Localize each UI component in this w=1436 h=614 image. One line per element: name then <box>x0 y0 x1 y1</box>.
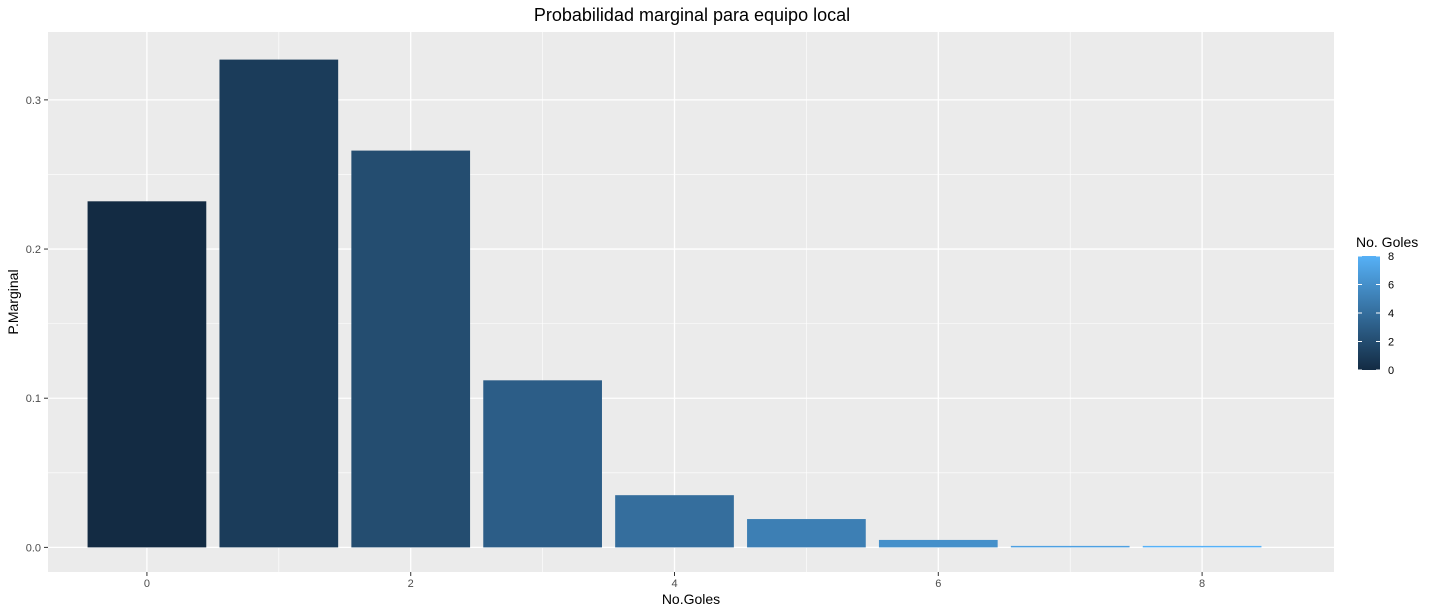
legend-tick-label: 2 <box>1388 337 1394 349</box>
y-tick-label: 0.0 <box>26 542 41 554</box>
x-axis-ticks: 0 2 4 6 8 <box>144 572 1205 590</box>
legend-tick-label: 6 <box>1388 280 1394 292</box>
bar-goles-3 <box>483 380 602 548</box>
bar-goles-0 <box>87 201 207 548</box>
legend-colorbar <box>1358 256 1380 370</box>
x-axis-title: No.Goles <box>662 591 720 607</box>
x-tick-label: 8 <box>1199 578 1205 590</box>
x-tick-label: 4 <box>671 578 677 590</box>
bar-goles-5 <box>747 519 866 548</box>
y-axis-ticks: 0.0 0.1 0.2 0.3 <box>26 95 48 554</box>
x-tick-label: 0 <box>144 578 150 590</box>
y-tick-label: 0.1 <box>26 393 41 405</box>
y-tick-label: 0.2 <box>26 244 41 256</box>
x-tick-label: 2 <box>408 578 414 590</box>
bar-goles-2 <box>351 150 471 548</box>
legend-title: No. Goles <box>1356 234 1418 250</box>
bar-goles-7 <box>1010 545 1130 548</box>
y-axis-title: P.Marginal <box>5 269 21 334</box>
legend: No. Goles 0 2 4 6 8 <box>1356 234 1418 377</box>
y-tick-label: 0.3 <box>26 95 41 107</box>
legend-ticks: 0 2 4 6 8 <box>1358 251 1394 377</box>
bars <box>87 59 1262 548</box>
legend-tick-label: 0 <box>1388 365 1394 377</box>
legend-tick-label: 4 <box>1388 308 1394 320</box>
bar-goles-1 <box>219 59 339 548</box>
chart-title: Probabilidad marginal para equipo local <box>534 5 850 25</box>
x-tick-label: 6 <box>935 578 941 590</box>
bar-goles-6 <box>878 539 998 548</box>
bar-goles-4 <box>615 495 734 548</box>
bar-goles-8 <box>1142 545 1262 548</box>
legend-tick-label: 8 <box>1388 251 1394 263</box>
